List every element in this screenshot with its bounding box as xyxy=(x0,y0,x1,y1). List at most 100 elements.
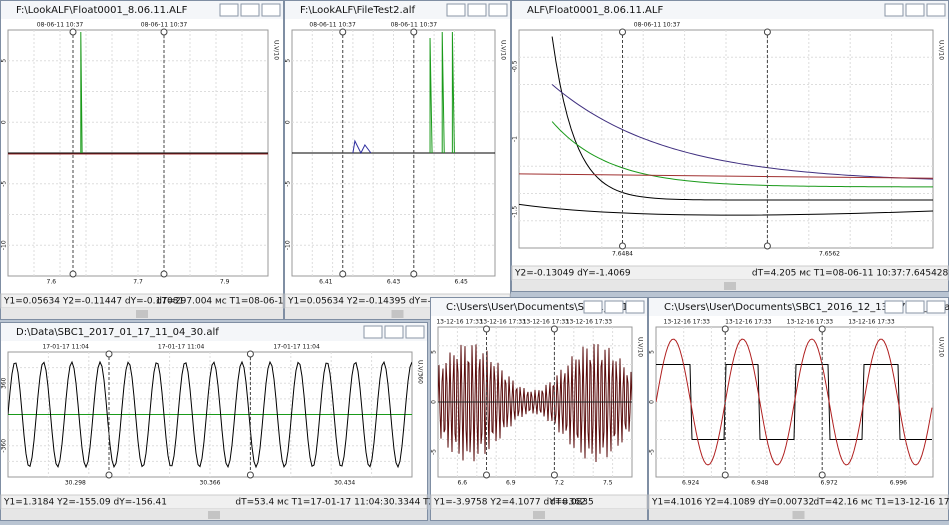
cursor-marker[interactable] xyxy=(722,326,728,332)
cursor-marker[interactable] xyxy=(551,326,557,332)
cursor-marker[interactable] xyxy=(247,351,253,357)
axis-label: U,V/10 xyxy=(938,337,945,357)
cursor-marker[interactable] xyxy=(411,271,417,277)
x-tick-label: 6.45 xyxy=(454,279,468,286)
header-time: 08-06-11 10:37 xyxy=(391,22,438,29)
cursor-marker[interactable] xyxy=(161,29,167,35)
cursor-marker[interactable] xyxy=(70,271,76,277)
header-time: 08-06-11 10:37 xyxy=(309,22,356,29)
close-button[interactable] xyxy=(406,326,424,338)
cursor-marker[interactable] xyxy=(411,29,417,35)
scroll-thumb[interactable] xyxy=(392,310,404,318)
scroll-thumb[interactable] xyxy=(793,511,805,519)
axis-label: U,V/10 xyxy=(273,40,280,60)
status-values: Y2=-0.13049 dY=-1.4069 xyxy=(514,269,631,279)
cursor-marker[interactable] xyxy=(819,326,825,332)
x-tick-label: 6.948 xyxy=(751,480,768,487)
x-tick-label: 6.972 xyxy=(821,480,838,487)
status-time: dT=42.16 мс T1=13-12-16 17:33 xyxy=(814,498,949,508)
header-time: 13-12-16 17:33 xyxy=(566,319,613,326)
x-tick-label: 7.7 xyxy=(133,279,143,286)
y-tick-label: 5 xyxy=(431,350,438,354)
header-time: 13-12-16 17:33 xyxy=(436,319,483,326)
minimize-button[interactable] xyxy=(584,301,602,313)
header-time: 13-12-16 17:33 xyxy=(848,319,895,326)
status-time: dT=362 xyxy=(550,498,586,508)
axis-label: U,V/10 xyxy=(637,337,644,357)
cursor-marker[interactable] xyxy=(340,271,346,277)
minimize-button[interactable] xyxy=(364,326,382,338)
scroll-thumb[interactable] xyxy=(208,511,220,519)
maximize-button[interactable] xyxy=(468,4,486,16)
y-tick-label: 5 xyxy=(1,59,8,63)
plot-window: F:\LookALF\Float0001_8.06.11.ALF08-06-11… xyxy=(1,1,302,320)
cursor-marker[interactable] xyxy=(161,271,167,277)
y-tick-label: 0 xyxy=(1,120,8,124)
close-button[interactable] xyxy=(489,4,507,16)
x-tick-label: 6.6 xyxy=(457,480,467,487)
cursor-marker[interactable] xyxy=(722,472,728,478)
x-tick-label: 30.298 xyxy=(65,480,86,487)
header-time: 13-12-16 17:33 xyxy=(523,319,570,326)
cursor-marker[interactable] xyxy=(551,472,557,478)
header-time: 13-12-16 17:33 xyxy=(725,319,772,326)
cursor-marker[interactable] xyxy=(484,472,490,478)
cursor-marker[interactable] xyxy=(340,29,346,35)
cursor-marker[interactable] xyxy=(247,472,253,478)
scroll-thumb[interactable] xyxy=(724,282,736,290)
maximize-button[interactable] xyxy=(241,4,259,16)
y-tick-label: -5 xyxy=(285,181,292,187)
status-time: dT=297.004 мс T1=08-06-11 1( xyxy=(156,297,301,307)
cursor-marker[interactable] xyxy=(764,243,770,249)
header-time: 17-01-17 11:04 xyxy=(42,344,89,351)
y-tick-label: 5 xyxy=(649,350,656,354)
scroll-thumb[interactable] xyxy=(533,511,545,519)
minimize-button[interactable] xyxy=(885,4,903,16)
maximize-button[interactable] xyxy=(385,326,403,338)
close-button[interactable] xyxy=(262,4,280,16)
x-tick-label: 6.924 xyxy=(682,480,699,487)
cursor-marker[interactable] xyxy=(484,326,490,332)
cursor-marker[interactable] xyxy=(106,351,112,357)
header-time: 08-06-11 10:37 xyxy=(141,22,188,29)
cursor-marker[interactable] xyxy=(819,472,825,478)
plot-window: F:\LookALF\FileTest2.alf 08-06-11 10:37 08… xyxy=(285,1,511,320)
y-tick-label: 5 xyxy=(285,59,292,63)
cursor-marker[interactable] xyxy=(764,29,770,35)
cursor-marker[interactable] xyxy=(106,472,112,478)
maximize-button[interactable] xyxy=(605,301,623,313)
cursor-marker[interactable] xyxy=(620,243,626,249)
y-tick-label: -0.5 xyxy=(512,60,519,72)
header-time: 13-12-16 17:33 xyxy=(664,319,711,326)
x-tick-label: 7.9 xyxy=(220,279,230,286)
y-tick-label: -360 xyxy=(1,439,8,453)
close-button[interactable] xyxy=(927,301,945,313)
status-values: Y1=4.1016 Y2=4.1089 dY=0.00732 xyxy=(651,498,814,508)
window-title: ALF\Float0001_8.06.11.ALF xyxy=(527,5,663,16)
close-button[interactable] xyxy=(927,4,945,16)
header-time: 17-01-17 11:04 xyxy=(158,344,205,351)
plot-window: C:\Users\User\Documents\SBC1_2016_12_13_… xyxy=(649,298,949,521)
scroll-thumb[interactable] xyxy=(136,310,148,318)
x-tick-label: 7.2 xyxy=(554,480,564,487)
y-tick-label: 0 xyxy=(431,400,438,404)
maximize-button[interactable] xyxy=(906,4,924,16)
header-time: 17-01-17 11:04 xyxy=(273,344,320,351)
minimize-button[interactable] xyxy=(447,4,465,16)
close-button[interactable] xyxy=(626,301,644,313)
x-tick-label: 7.6484 xyxy=(612,251,633,258)
x-tick-label: 6.996 xyxy=(890,480,907,487)
minimize-button[interactable] xyxy=(220,4,238,16)
window-title: F:\LookALF\FileTest2.alf xyxy=(300,5,416,16)
cursor-marker[interactable] xyxy=(70,29,76,35)
window-title: D:\Data\SBC1_2017_01_17_11_04_30.alf xyxy=(16,327,219,338)
axis-label: U,V/10 xyxy=(938,40,945,60)
x-tick-label: 7.6 xyxy=(47,279,57,286)
maximize-button[interactable] xyxy=(906,301,924,313)
cursor-marker[interactable] xyxy=(620,29,626,35)
status-time: dT=4.205 мс T1=08-06-11 10:37:7.645428 T… xyxy=(752,269,949,279)
minimize-button[interactable] xyxy=(885,301,903,313)
